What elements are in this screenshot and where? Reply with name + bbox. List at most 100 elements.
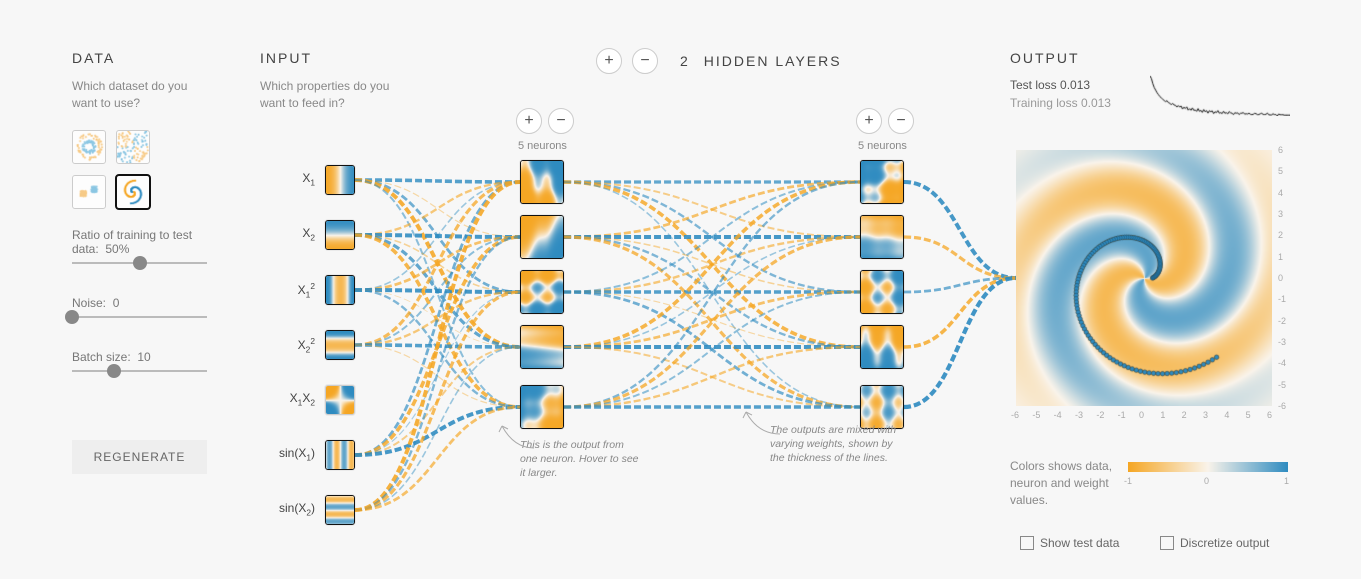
edge (355, 237, 520, 510)
edge (355, 180, 520, 347)
layer2-remove-neuron[interactable]: − (888, 108, 914, 134)
x-axis-tick: -1 (1118, 410, 1126, 420)
layer2-controls: + − (856, 108, 914, 134)
hidden-node-l2-n4[interactable] (860, 325, 904, 369)
edge (355, 237, 520, 290)
feature-label-sinx1: sin(X1) (265, 446, 315, 462)
x-axis-tick: -2 (1096, 410, 1104, 420)
layer1-count: 5 neurons (518, 140, 567, 152)
layer2-add-neuron[interactable]: + (856, 108, 882, 134)
hidden-node-l2-n1[interactable] (860, 160, 904, 204)
output-heatmap (1016, 150, 1272, 406)
edge (564, 237, 860, 292)
edge (355, 292, 520, 510)
feature-node-x1x2[interactable] (325, 385, 355, 415)
edge (355, 235, 520, 347)
output-title: OUTPUT (1010, 50, 1080, 66)
feature-label-x1x2: X1X2 (265, 391, 315, 407)
feature-label-x1: X1 (265, 171, 315, 187)
x-axis-tick: 0 (1139, 410, 1144, 420)
edge (355, 180, 520, 237)
edge (564, 182, 860, 237)
discretize-checkbox[interactable]: Discretize output (1160, 536, 1269, 550)
edge (904, 182, 1016, 278)
hidden-node-l1-n3[interactable] (520, 270, 564, 314)
dataset-gauss[interactable] (72, 175, 106, 209)
add-layer-button[interactable]: + (596, 48, 622, 74)
edge (564, 347, 860, 407)
edge (355, 180, 520, 407)
x-axis-tick: 3 (1203, 410, 1208, 420)
loss-sparkline (1150, 74, 1290, 116)
edge (355, 235, 520, 292)
noise-label: Noise: 0 (72, 296, 119, 310)
dataset-spiral[interactable] (116, 175, 150, 209)
edge (564, 237, 860, 292)
edge (564, 182, 860, 407)
edge (564, 237, 860, 347)
edge (355, 407, 520, 510)
feature-node-x2sq[interactable] (325, 330, 355, 360)
edge (355, 182, 520, 510)
hidden-heading: + − 2 HIDDEN LAYERS (596, 48, 842, 74)
y-axis-tick: -2 (1278, 316, 1286, 326)
ratio-slider[interactable] (72, 262, 207, 264)
feature-label-x2sq: X22 (265, 336, 315, 354)
checkbox-icon (1160, 536, 1174, 550)
test-loss: Test loss 0.013 (1010, 78, 1090, 92)
edge (355, 345, 520, 407)
edge (355, 237, 520, 345)
y-axis-tick: -3 (1278, 337, 1286, 347)
feature-node-x1sq[interactable] (325, 275, 355, 305)
noise-slider-thumb[interactable] (65, 310, 79, 324)
edge (564, 347, 860, 407)
edge (355, 180, 520, 292)
remove-layer-button[interactable]: − (632, 48, 658, 74)
layer1-add-neuron[interactable]: + (516, 108, 542, 134)
edge (355, 237, 520, 455)
x-axis-tick: 1 (1160, 410, 1165, 420)
hidden-title: HIDDEN LAYERS (704, 53, 842, 69)
batch-slider[interactable] (72, 370, 207, 372)
y-axis-tick: -6 (1278, 401, 1286, 411)
ratio-slider-thumb[interactable] (133, 256, 147, 270)
edge (355, 182, 520, 290)
edge (564, 292, 860, 347)
feature-node-x1[interactable] (325, 165, 355, 195)
edge (355, 290, 520, 292)
hidden-node-l2-n3[interactable] (860, 270, 904, 314)
feature-node-sinx1[interactable] (325, 440, 355, 470)
y-axis-tick: 5 (1278, 166, 1283, 176)
noise-slider[interactable] (72, 316, 207, 318)
show-test-checkbox[interactable]: Show test data (1020, 536, 1119, 550)
hidden-node-l1-n4[interactable] (520, 325, 564, 369)
hidden-node-l1-n1[interactable] (520, 160, 564, 204)
feature-node-x2[interactable] (325, 220, 355, 250)
hidden-node-l1-n2[interactable] (520, 215, 564, 259)
edge (564, 237, 860, 407)
edge (355, 182, 520, 455)
dataset-xor[interactable] (116, 130, 150, 164)
hidden-node-l1-n5[interactable] (520, 385, 564, 429)
y-axis-tick: 0 (1278, 273, 1283, 283)
edge (564, 182, 860, 237)
edge (355, 182, 520, 235)
feature-node-sinx2[interactable] (325, 495, 355, 525)
edge (564, 182, 860, 292)
edge (564, 182, 860, 347)
playground-root: { "colors": { "positive": "#2e8bc0", "po… (0, 0, 1361, 579)
legend-tick: 1 (1284, 476, 1289, 486)
layer1-remove-neuron[interactable]: − (548, 108, 574, 134)
hint-neuron: This is the output from one neuron. Hove… (520, 438, 640, 481)
batch-slider-thumb[interactable] (107, 364, 121, 378)
x-axis-tick: 4 (1224, 410, 1229, 420)
edge (564, 292, 860, 407)
y-axis-tick: 3 (1278, 209, 1283, 219)
hidden-node-l2-n2[interactable] (860, 215, 904, 259)
edge (564, 182, 860, 292)
edge (904, 278, 1016, 292)
x-axis-tick: 5 (1246, 410, 1251, 420)
legend-tick: -1 (1124, 476, 1132, 486)
regenerate-button[interactable]: REGENERATE (72, 440, 207, 474)
dataset-circle[interactable] (72, 130, 106, 164)
